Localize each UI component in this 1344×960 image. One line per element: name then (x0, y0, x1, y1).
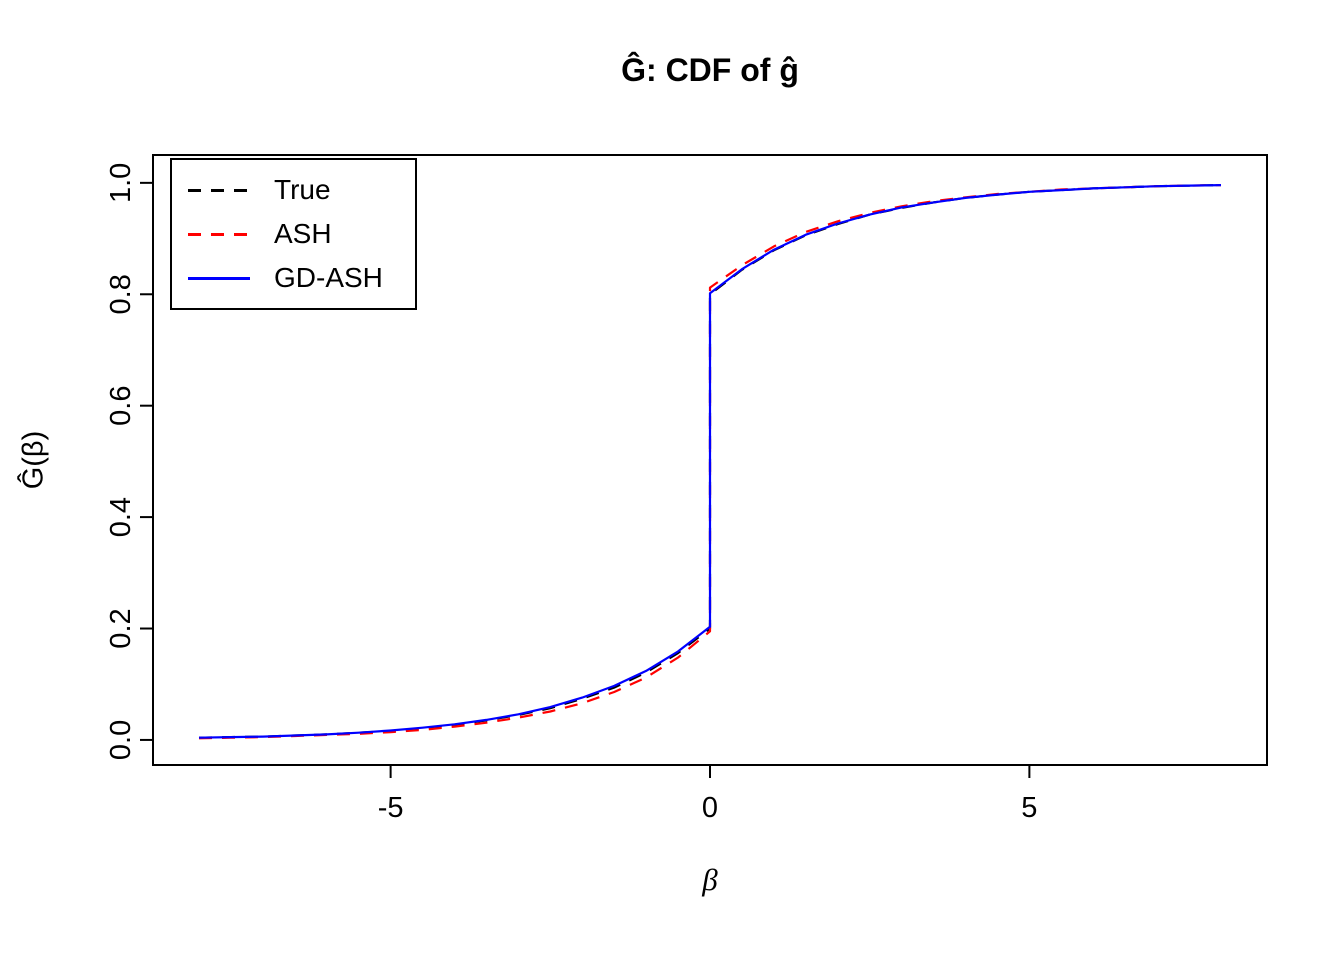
legend: True ASH GD-ASH (170, 158, 417, 310)
series-line-gd-ash (198, 184, 1222, 739)
legend-entry-ash: ASH (188, 215, 415, 253)
y-tick-label: 1.0 (105, 163, 137, 203)
legend-entry-true: True (188, 171, 415, 209)
x-tick-label: -5 (378, 792, 404, 824)
y-tick-label: 0.8 (105, 274, 137, 314)
y-tick-label: 0.2 (105, 608, 137, 648)
legend-label-ash: ASH (274, 218, 332, 249)
x-tick-label: 5 (1021, 792, 1037, 824)
x-tick-label: 0 (702, 792, 718, 824)
legend-label-true: True (274, 174, 331, 205)
legend-line-sample-true (188, 188, 250, 192)
y-axis-label: Ĝ(β) (17, 430, 50, 490)
legend-line-sample-ash (188, 232, 250, 236)
legend-entry-gd-ash: GD-ASH (188, 259, 415, 297)
y-tick-label: 0.0 (105, 720, 137, 760)
legend-line-sample-gd-ash (188, 276, 250, 280)
y-tick-label: 0.4 (105, 497, 137, 537)
chart-title: Ĝ: CDF of ĝ (621, 52, 799, 88)
x-axis-label: β (702, 862, 718, 897)
y-tick-label: 0.6 (105, 386, 137, 426)
legend-label-gd-ash: GD-ASH (274, 262, 383, 293)
